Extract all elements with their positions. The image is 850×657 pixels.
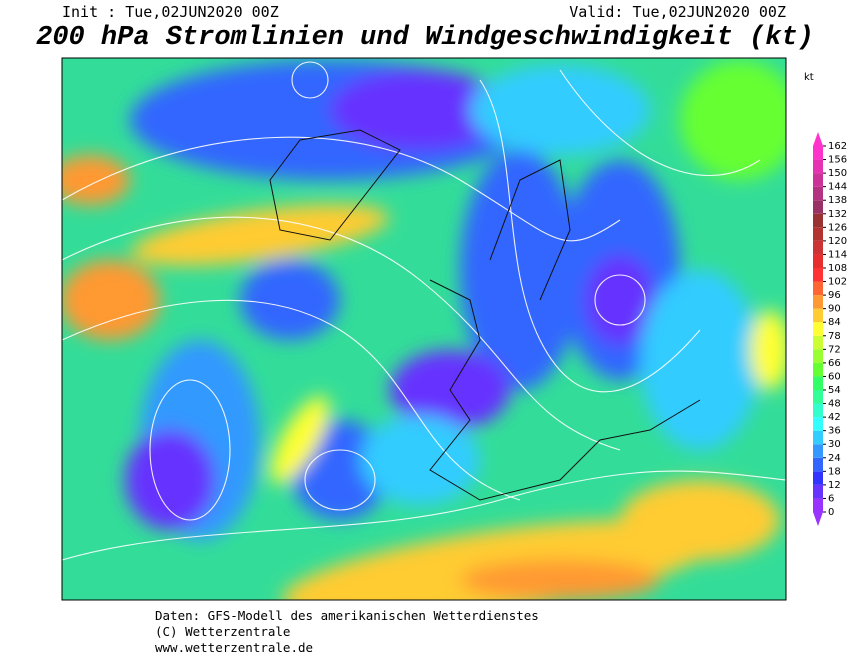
color-tick-label: 18	[828, 466, 841, 477]
color-tick-label: 126	[828, 222, 847, 233]
color-tick-label: 6	[828, 493, 834, 504]
color-tick-label: 84	[828, 317, 841, 328]
color-band	[813, 281, 823, 296]
color-tick-label: 96	[828, 290, 841, 301]
color-band	[813, 471, 823, 485]
color-tick-label: 138	[828, 195, 847, 206]
color-tick-label: 42	[828, 412, 841, 423]
color-arrow-bottom	[813, 512, 823, 526]
color-band	[813, 159, 823, 174]
color-tick-label: 0	[828, 507, 834, 518]
color-band	[813, 186, 823, 201]
color-band	[813, 254, 823, 268]
color-tick-label: 60	[828, 371, 841, 382]
map-area	[62, 58, 786, 600]
map-title: 200 hPa Stromlinien und Windgeschwindigk…	[36, 23, 814, 53]
color-tick-label: 24	[828, 453, 841, 464]
color-tick-label: 30	[828, 439, 841, 450]
legend-unit: kt	[804, 72, 814, 83]
init-time: Init : Tue,02JUN2020 00Z	[62, 3, 279, 21]
color-band	[813, 403, 823, 418]
color-band	[813, 322, 823, 336]
color-band	[813, 268, 823, 282]
color-band	[813, 444, 823, 458]
color-band	[813, 457, 823, 472]
color-tick-label: 132	[828, 209, 847, 220]
color-band	[813, 430, 823, 445]
color-tick-label: 102	[828, 277, 847, 288]
color-band	[813, 376, 823, 390]
color-tick-label: 162	[828, 141, 847, 152]
color-tick-label: 144	[828, 182, 847, 193]
color-tick-label: 12	[828, 480, 841, 491]
color-tick-label: 48	[828, 399, 841, 410]
color-tick-label: 156	[828, 155, 847, 166]
color-band	[813, 417, 823, 431]
color-tick-label: 54	[828, 385, 841, 396]
color-tick-label: 66	[828, 358, 841, 369]
color-band	[813, 498, 823, 512]
color-tick-label: 120	[828, 236, 847, 247]
color-bar: 0 6 12 18 24 30 36 42 48 54 60 66 72 78 84 90 96 102 108 11…	[813, 132, 847, 526]
color-band	[813, 390, 823, 404]
map-frame	[61, 57, 787, 601]
color-tick-label: 90	[828, 304, 841, 315]
footer-line: Daten: GFS-Modell des amerikanischen Wet…	[155, 608, 539, 623]
color-band	[813, 349, 823, 363]
color-arrow-top	[813, 132, 823, 146]
color-tick-label: 78	[828, 331, 841, 342]
color-tick-label: 114	[828, 249, 847, 260]
color-band	[813, 146, 823, 160]
color-band	[813, 295, 823, 309]
color-tick-label: 150	[828, 168, 847, 179]
color-band	[813, 173, 823, 187]
color-tick-label: 72	[828, 344, 841, 355]
color-tick-label: 36	[828, 426, 841, 437]
color-band	[813, 308, 823, 323]
color-band	[813, 362, 823, 377]
valid-time: Valid: Tue,02JUN2020 00Z	[569, 3, 786, 21]
color-tick-label: 108	[828, 263, 847, 274]
color-band	[813, 484, 823, 499]
color-band	[813, 240, 823, 255]
color-band	[813, 227, 823, 241]
color-band	[813, 335, 823, 350]
color-band	[813, 200, 823, 214]
footer-line: (C) Wetterzentrale	[155, 624, 290, 639]
color-band	[813, 213, 823, 228]
footer-line: www.wetterzentrale.de	[155, 640, 313, 655]
